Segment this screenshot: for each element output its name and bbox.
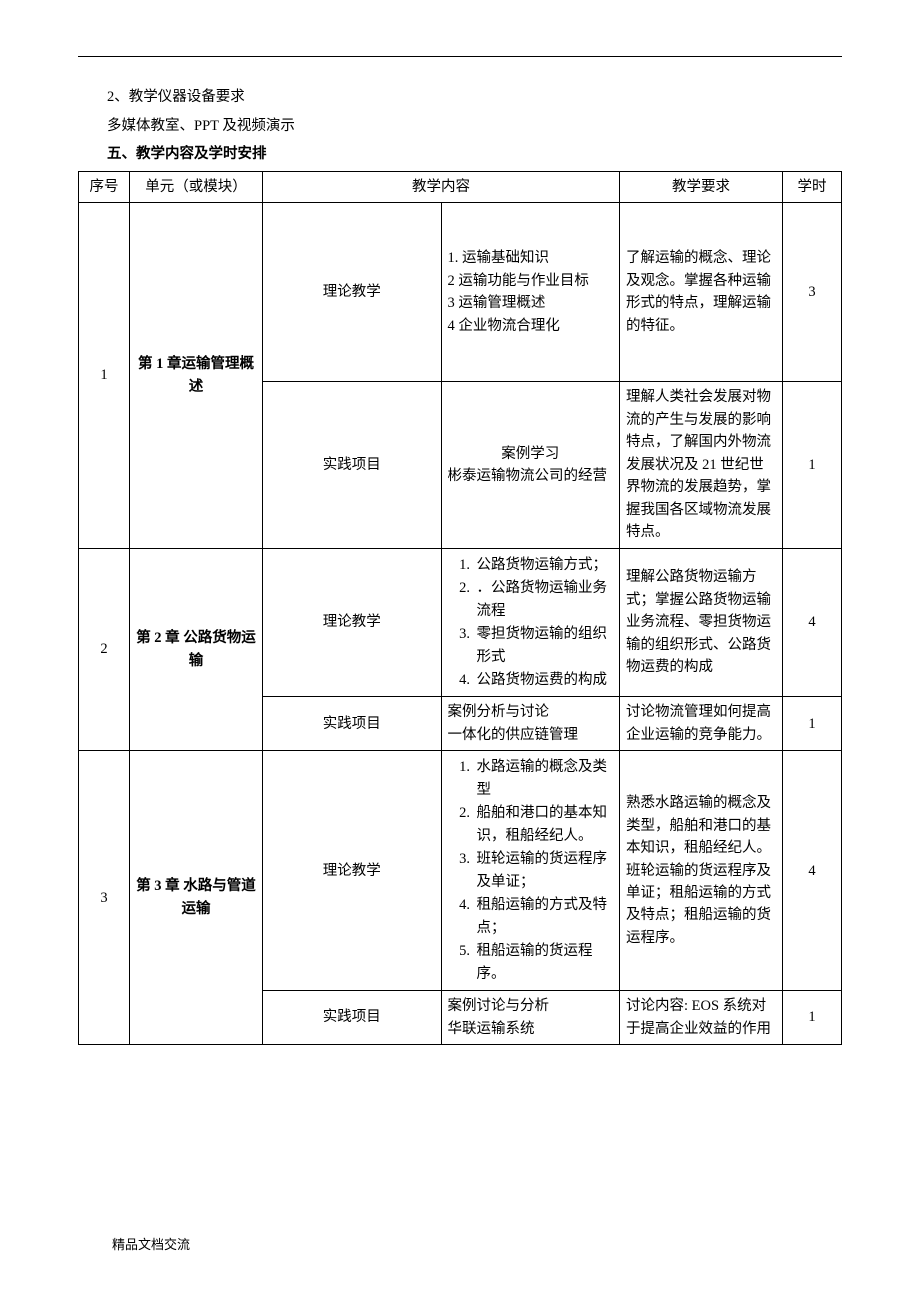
cell-seq: 3 (79, 751, 130, 1045)
equipment-text: 多媒体教室、PPT 及视频演示 (78, 114, 842, 139)
cell-type-practice: 实践项目 (263, 991, 442, 1045)
content-item: 水路运输的概念及类型 (474, 756, 613, 801)
cell-requirement: 理解公路货物运输方式；掌握公路货物运输业务流程、零担货物运输的组织形式、公路货物… (620, 548, 783, 697)
cell-content-theory: 水路运输的概念及类型 船舶和港口的基本知识，租船经纪人。 班轮运输的货运程序及单… (441, 751, 620, 991)
content-line: 2 运输功能与作业目标 (448, 270, 614, 292)
content-line: 3 运输管理概述 (448, 292, 614, 314)
cell-type-theory: 理论教学 (263, 203, 442, 382)
cell-hours: 1 (783, 991, 842, 1045)
table-row: 2 第 2 章 公路货物运输 理论教学 公路货物运输方式； ．公路货物运输业务流… (79, 548, 842, 697)
cell-type-theory: 理论教学 (263, 548, 442, 697)
content-item: 船舶和港口的基本知识，租船经纪人。 (474, 802, 613, 847)
cell-hours: 1 (783, 382, 842, 548)
cell-content-practice: 案例学习 彬泰运输物流公司的经营 (441, 382, 620, 548)
th-hours: 学时 (783, 171, 842, 202)
cell-unit: 第 2 章 公路货物运输 (130, 548, 263, 751)
th-seq: 序号 (79, 171, 130, 202)
cell-requirement: 理解人类社会发展对物流的产生与发展的影响特点，了解国内外物流发展状况及 21 世… (620, 382, 783, 548)
content-list: 水路运输的概念及类型 船舶和港口的基本知识，租船经纪人。 班轮运输的货运程序及单… (448, 756, 614, 985)
content-item: 零担货物运输的组织形式 (474, 623, 613, 668)
content-line: 1. 运输基础知识 (448, 247, 614, 269)
content-line: 案例学习 (448, 443, 614, 465)
content-item: 租船运输的货运程序。 (474, 940, 613, 985)
cell-type-theory: 理论教学 (263, 751, 442, 991)
cell-requirement: 了解运输的概念、理论及观念。掌握各种运输形式的特点，理解运输的特征。 (620, 203, 783, 382)
th-requirement: 教学要求 (620, 171, 783, 202)
cell-content-theory: 公路货物运输方式； ．公路货物运输业务流程 零担货物运输的组织形式 公路货物运费… (441, 548, 620, 697)
cell-hours: 4 (783, 548, 842, 697)
content-line: 4 企业物流合理化 (448, 315, 614, 337)
equipment-heading: 2、教学仪器设备要求 (78, 85, 842, 110)
cell-seq: 2 (79, 548, 130, 751)
document-page: 2、教学仪器设备要求 多媒体教室、PPT 及视频演示 五、教学内容及学时安排 序… (0, 0, 920, 1302)
cell-hours: 3 (783, 203, 842, 382)
content-line: 华联运输系统 (448, 1018, 614, 1040)
top-horizontal-rule (78, 56, 842, 57)
cell-unit: 第 3 章 水路与管道运输 (130, 751, 263, 1045)
content-line: 案例分析与讨论 (448, 701, 614, 723)
cell-seq: 1 (79, 203, 130, 548)
cell-type-practice: 实践项目 (263, 697, 442, 751)
cell-requirement: 讨论物流管理如何提高企业运输的竞争能力。 (620, 697, 783, 751)
cell-content-practice: 案例讨论与分析 华联运输系统 (441, 991, 620, 1045)
cell-hours: 1 (783, 697, 842, 751)
content-line: 一体化的供应链管理 (448, 724, 614, 746)
cell-requirement: 熟悉水路运输的概念及类型，船舶和港口的基本知识，租船经纪人。班轮运输的货运程序及… (620, 751, 783, 991)
th-content: 教学内容 (263, 171, 620, 202)
cell-content-practice: 案例分析与讨论 一体化的供应链管理 (441, 697, 620, 751)
th-unit: 单元（或模块） (130, 171, 263, 202)
content-list: 公路货物运输方式； ．公路货物运输业务流程 零担货物运输的组织形式 公路货物运费… (448, 554, 614, 692)
content-line: 案例讨论与分析 (448, 995, 614, 1017)
table-row: 1 第 1 章运输管理概述 理论教学 1. 运输基础知识 2 运输功能与作业目标… (79, 203, 842, 382)
content-item: ．公路货物运输业务流程 (474, 577, 613, 622)
cell-content-theory: 1. 运输基础知识 2 运输功能与作业目标 3 运输管理概述 4 企业物流合理化 (441, 203, 620, 382)
syllabus-table: 序号 单元（或模块） 教学内容 教学要求 学时 1 第 1 章运输管理概述 理论… (78, 171, 842, 1045)
cell-requirement: 讨论内容: EOS 系统对于提高企业效益的作用 (620, 991, 783, 1045)
section-5-heading: 五、教学内容及学时安排 (78, 142, 842, 167)
content-item: 公路货物运输方式； (474, 554, 613, 576)
content-line: 彬泰运输物流公司的经营 (448, 465, 614, 487)
cell-type-practice: 实践项目 (263, 382, 442, 548)
content-item: 班轮运输的货运程序及单证； (474, 848, 613, 893)
cell-hours: 4 (783, 751, 842, 991)
table-header-row: 序号 单元（或模块） 教学内容 教学要求 学时 (79, 171, 842, 202)
table-row: 3 第 3 章 水路与管道运输 理论教学 水路运输的概念及类型 船舶和港口的基本… (79, 751, 842, 991)
footer-text: 精品文档交流 (112, 1234, 190, 1256)
content-item: 公路货物运费的构成 (474, 669, 613, 691)
cell-unit: 第 1 章运输管理概述 (130, 203, 263, 548)
content-item: 租船运输的方式及特点； (474, 894, 613, 939)
